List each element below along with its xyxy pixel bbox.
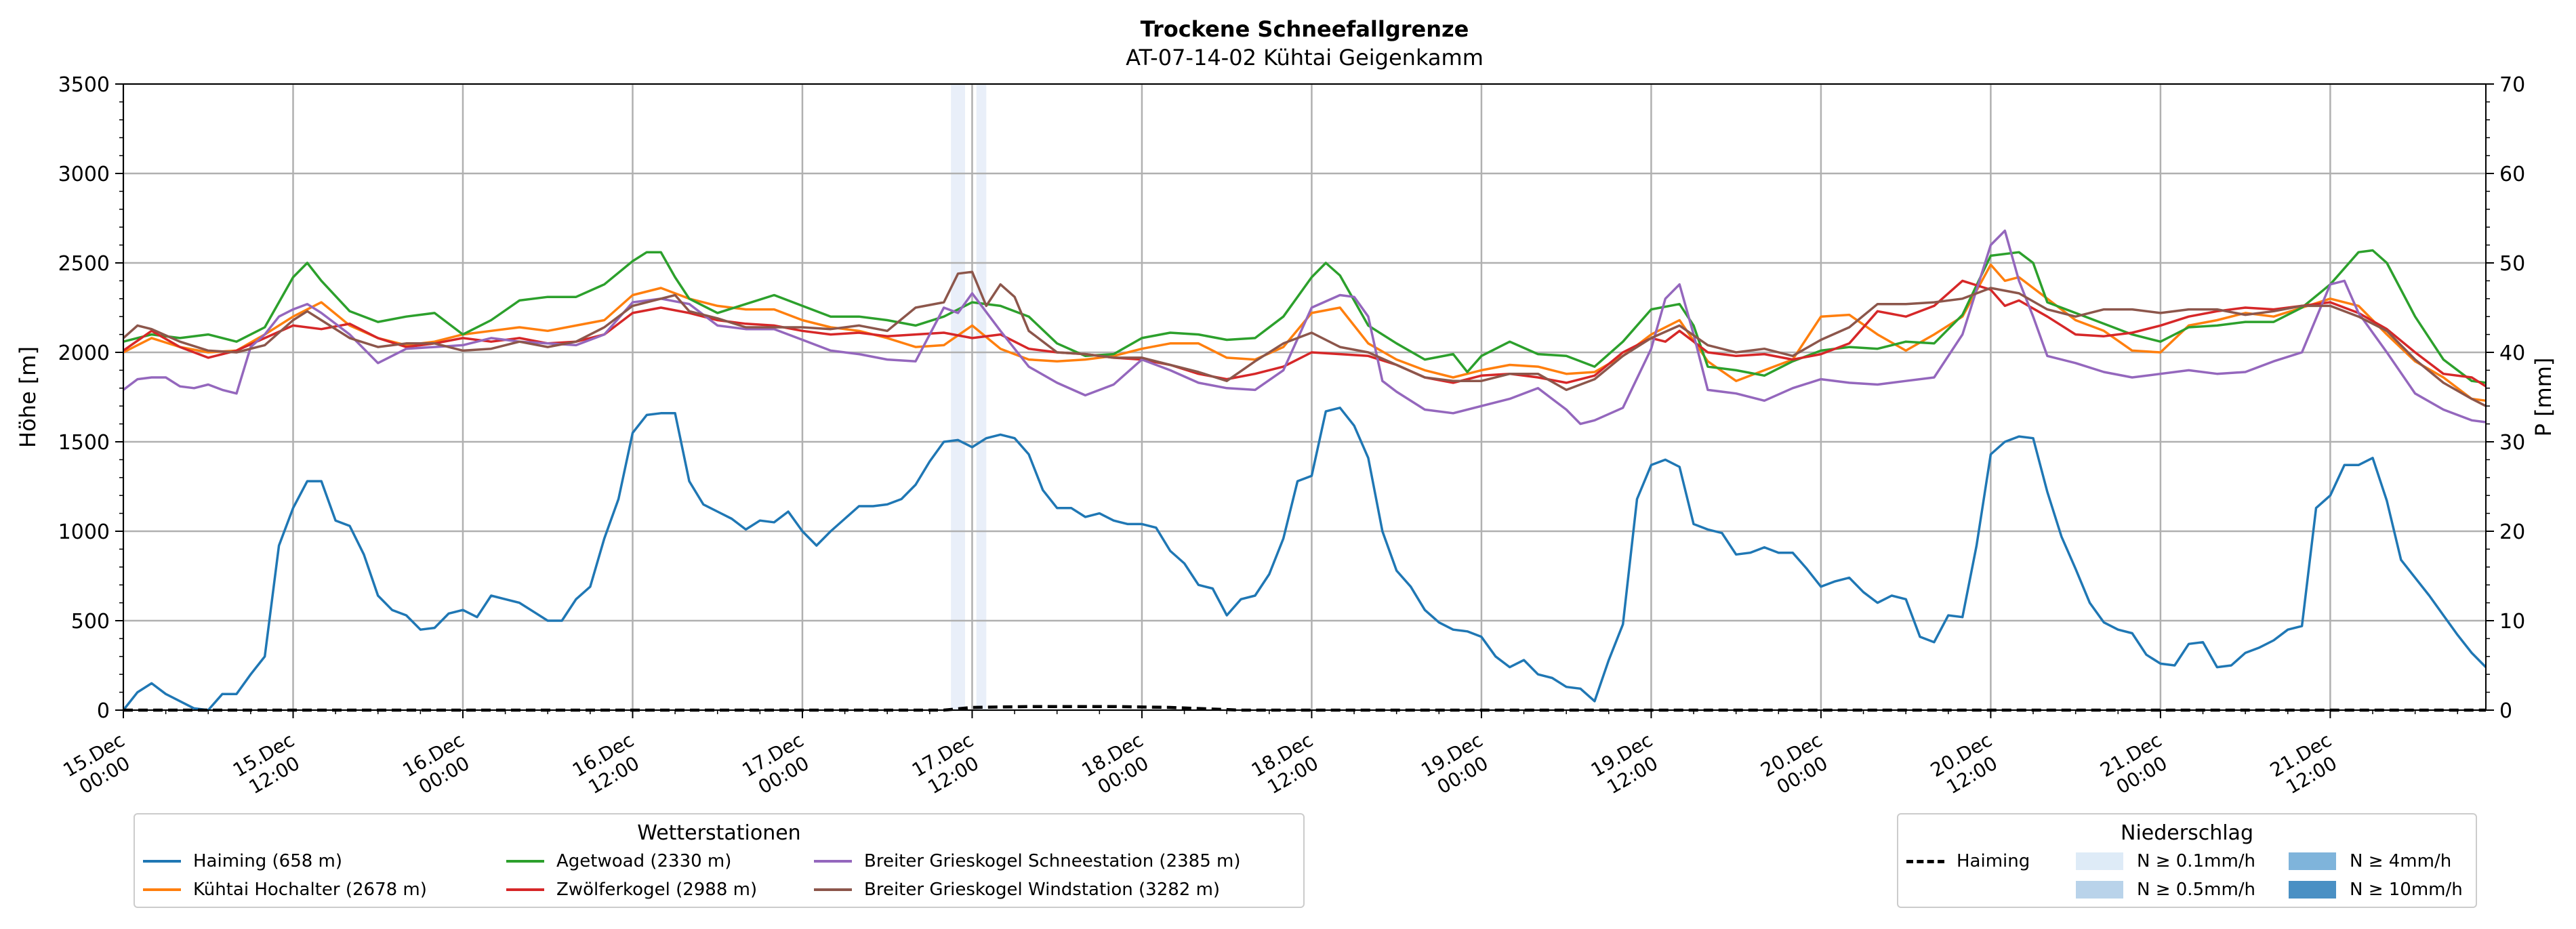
- legend-item-agetwoad: Agetwoad (2330 m): [506, 851, 731, 871]
- legend-label: Haiming (658 m): [193, 851, 343, 871]
- series-line: [122, 229, 2487, 426]
- legend-label: Breiter Grieskogel Windstation (3282 m): [864, 880, 1221, 900]
- legend-item-haiming: Haiming (658 m): [143, 851, 342, 871]
- legend-stations: Wetterstationen Haiming (658 m) Kühtai H…: [134, 813, 1305, 908]
- y-axis-label: Höhe [m]: [15, 346, 41, 448]
- series-line: [123, 249, 2487, 384]
- y-tick-label: 3000: [58, 163, 110, 186]
- y-tick-label: 1000: [58, 520, 110, 544]
- y-tick-label: 1500: [58, 431, 110, 455]
- y2-tick-label: 10: [2499, 610, 2525, 634]
- y-tick-label: 3500: [58, 73, 110, 97]
- legend-label: Breiter Grieskogel Schneestation (2385 m…: [864, 851, 1241, 871]
- precipitation-shading: [951, 84, 987, 710]
- plot-frame: [123, 83, 2487, 711]
- chart-title: Trockene Schneefallgrenze: [1141, 16, 1469, 42]
- legend-swatch: [506, 860, 544, 863]
- legend-label: N ≥ 4mm/h: [2350, 851, 2452, 871]
- legend-label: N ≥ 10mm/h: [2350, 880, 2463, 900]
- y2-tick-label: 60: [2499, 163, 2525, 186]
- y2-tick-label: 20: [2499, 520, 2525, 544]
- series-line: [122, 279, 2487, 388]
- y-tick-label: 2500: [58, 252, 110, 276]
- legend-precip: Niederschlag Haiming N ≥ 0.1mm/h N ≥ 0.5…: [1897, 813, 2477, 908]
- legend-swatch: [506, 888, 544, 891]
- legend-swatch: [2076, 881, 2123, 899]
- y2-tick-label: 40: [2499, 342, 2525, 365]
- legend-label: Haiming: [1957, 851, 2030, 871]
- legend-swatch: [143, 888, 181, 891]
- legend-label: N ≥ 0.1mm/h: [2137, 851, 2256, 871]
- legend-swatch: [2289, 852, 2336, 870]
- legend-item-precip-4: N ≥ 4mm/h: [2289, 851, 2451, 871]
- series-lines: [122, 229, 2487, 711]
- legend-item-grieskogel-wind: Breiter Grieskogel Windstation (3282 m): [814, 880, 1220, 900]
- legend-label: N ≥ 0.5mm/h: [2137, 880, 2256, 900]
- legend-label: Zwölferkogel (2988 m): [556, 880, 758, 900]
- series-line: [123, 263, 2487, 402]
- legend-precip-title: Niederschlag: [2121, 821, 2253, 845]
- axes: 0 0 500 10 1000 20 1500 30 2000 40 2500 50 3000 60 350…: [58, 73, 2526, 798]
- legend-swatch: [143, 860, 181, 863]
- legend-label: Kühtai Hochalter (2678 m): [193, 880, 427, 900]
- y-tick-label: 500: [71, 610, 110, 634]
- y-tick-label: 2000: [58, 342, 110, 365]
- legend-item-precip-05: N ≥ 0.5mm/h: [2076, 880, 2255, 900]
- legend-item-precip-01: N ≥ 0.1mm/h: [2076, 851, 2255, 871]
- precip-shade-band: [951, 84, 966, 710]
- legend-item-zwoelferkogel: Zwölferkogel (2988 m): [506, 880, 757, 900]
- legend-swatch-dashed: [1906, 859, 1944, 863]
- legend-swatch: [2076, 852, 2123, 870]
- precip-shade-band: [976, 84, 987, 710]
- y2-tick-label: 0: [2499, 699, 2512, 723]
- legend-label: Agetwoad (2330 m): [556, 851, 732, 871]
- y-tick-label: 0: [97, 699, 110, 723]
- series-line: [122, 407, 2487, 711]
- series-line: [122, 270, 2487, 407]
- chart-subtitle: AT-07-14-02 Kühtai Geigenkamm: [1126, 45, 1484, 70]
- grid-lines: [122, 83, 2486, 711]
- legend-swatch: [2289, 881, 2336, 899]
- y2-tick-label: 30: [2499, 431, 2525, 455]
- y2-tick-label: 50: [2499, 252, 2525, 276]
- legend-swatch: [814, 860, 852, 863]
- y2-tick-label: 70: [2499, 73, 2525, 97]
- legend-swatch: [814, 888, 852, 891]
- legend-item-precip-haiming: Haiming: [1906, 851, 2030, 871]
- legend-stations-title: Wetterstationen: [637, 821, 801, 845]
- legend-item-grieskogel-schnee: Breiter Grieskogel Schneestation (2385 m…: [814, 851, 1240, 871]
- y2-axis-label: P [mm]: [2531, 358, 2556, 437]
- legend-item-precip-10: N ≥ 10mm/h: [2289, 880, 2463, 900]
- legend-item-kuehtai: Kühtai Hochalter (2678 m): [143, 880, 427, 900]
